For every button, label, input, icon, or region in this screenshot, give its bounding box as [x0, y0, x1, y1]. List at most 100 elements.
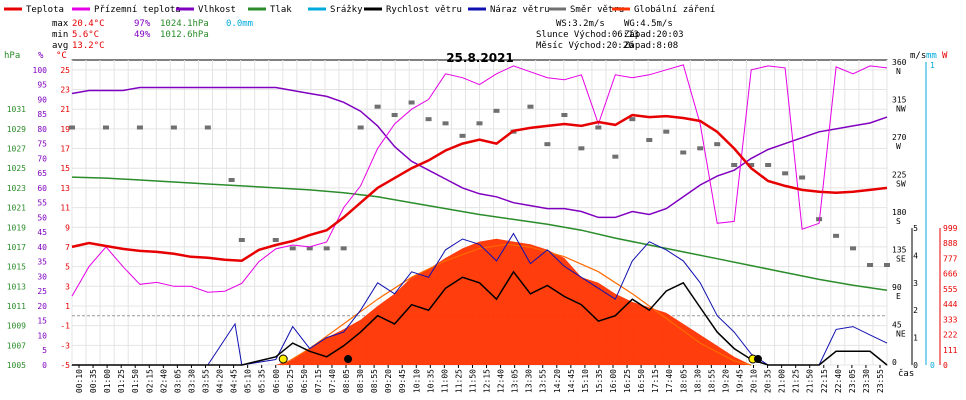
w-tick-7: 777 [943, 254, 958, 263]
axis-hpa: 1005 1007 1009 1011 1013 1015 1017 1019 1021 1023… [7, 105, 26, 370]
info-ws: WS:3.2m/s [556, 19, 605, 29]
wind-direction-point-13 [374, 104, 381, 109]
wind-direction-point-38 [799, 175, 806, 180]
legend-label-3: Tlak [270, 5, 292, 15]
x-tick-label-7: 03:05 [173, 369, 182, 393]
wind-direction-point-34 [731, 163, 738, 167]
w-tick-0: 0 [943, 361, 948, 370]
x-tick-label-43: 18:05 [679, 369, 688, 393]
x-tick-label-56: 23:30 [862, 369, 871, 393]
x-tick-label-24: 10:10 [412, 369, 421, 393]
wind-direction-point-23 [544, 142, 551, 147]
x-tick-label-4: 01:50 [131, 369, 140, 393]
x-tick-label-55: 23:05 [848, 369, 857, 393]
series-humidity [71, 86, 888, 219]
x-tick-label-45: 18:55 [707, 369, 716, 393]
info-sun: Slunce Východ:06:13 [536, 30, 639, 40]
axis-pct: 0 5 10 15 20 25 30 35 40 45 50 55 60 65 70 75 80 85 90 95 10… [33, 66, 48, 370]
hpa-tick-10: 1025 [7, 164, 26, 173]
axis-wind-speed: 0 1 2 3 4 5 [911, 224, 918, 370]
wind-direction-point-19 [476, 121, 483, 126]
x-tick-label-5: 02:15 [145, 369, 154, 393]
x-tick-label-49: 20:35 [764, 369, 773, 393]
wind-direction-point-30 [663, 129, 670, 134]
moonset-marker [344, 355, 353, 363]
x-tick-label-48: 20:10 [750, 369, 759, 393]
info-moon-set: Západ:8:08 [624, 41, 678, 51]
legend-label-2: Vlhkost [198, 5, 236, 15]
wind-direction-point-35 [748, 163, 755, 167]
chart-title: 25.8.2021 [446, 51, 514, 65]
w-tick-5: 555 [943, 285, 958, 294]
wind-direction-point-28 [629, 117, 636, 122]
dir-label-1: NW [896, 105, 906, 114]
pct-tick-18: 90 [37, 95, 47, 104]
unit-mm: mm [926, 51, 937, 61]
x-tick-label-12: 05:10 [244, 369, 253, 393]
x-tick-label-51: 21:25 [792, 369, 801, 393]
x-tick-label-34: 14:20 [553, 369, 562, 393]
hpa-tick-11: 1027 [7, 145, 26, 154]
series-temperature [71, 113, 888, 262]
wind-direction-point-25 [578, 146, 585, 151]
pct-tick-6: 30 [37, 272, 47, 281]
ms-tick-2: 2 [913, 306, 918, 315]
plot-grid [71, 60, 888, 366]
axis-rain: 01 [925, 61, 935, 370]
legend-label-4: Srážky [330, 5, 363, 15]
temp-tick-13: 21 [60, 105, 70, 114]
stats-max-hum: 97% [134, 19, 151, 29]
wind-direction-point-0 [69, 125, 75, 130]
x-tick-label-10: 04:20 [216, 369, 225, 393]
wind-direction-point-40 [833, 233, 840, 238]
temp-tick-8: 11 [60, 204, 70, 213]
axis-radiation: 0 111 222 333 444 555 666 777 888 999 [939, 224, 958, 370]
wind-direction-point-5 [228, 178, 235, 182]
x-tick-label-53: 22:15 [820, 369, 829, 393]
hpa-tick-5: 1015 [7, 263, 26, 272]
series-wind-gust [72, 232, 888, 366]
info-block: WS:3.2m/s WG:4.5m/s Slunce Východ:06:13 … [536, 19, 684, 51]
ms-tick-3: 3 [913, 279, 918, 288]
legend-label-6: Náraz větru [490, 5, 550, 15]
x-tick-label-37: 15:35 [595, 369, 604, 393]
x-tick-label-3: 01:25 [117, 369, 126, 393]
x-tick-label-21: 08:55 [370, 369, 379, 393]
x-tick-label-39: 16:25 [623, 369, 632, 393]
pct-tick-19: 95 [37, 81, 47, 90]
dir-tick-7: 45 [892, 321, 902, 330]
wind-direction-point-15 [408, 100, 415, 105]
hpa-tick-3: 1011 [7, 302, 26, 311]
pct-tick-3: 15 [37, 317, 47, 326]
wind-direction-point-43 [884, 263, 890, 267]
x-tick-label-26: 11:00 [440, 369, 449, 393]
wind-direction-point-6 [238, 238, 245, 242]
wind-direction-point-18 [459, 133, 466, 138]
temp-tick-9: 13 [60, 184, 70, 193]
dir-label-3: SW [896, 180, 906, 189]
pct-tick-8: 40 [37, 243, 47, 252]
dir-tick-5: 135 [892, 246, 907, 255]
x-tick-label-32: 13:30 [525, 369, 534, 393]
x-tick-label-11: 04:45 [230, 369, 239, 393]
stats-min-temp: 5.6°C [72, 30, 99, 40]
unit-w: W [942, 51, 948, 61]
temp-tick-15: 25 [60, 66, 70, 75]
x-tick-label-38: 16:00 [609, 369, 618, 393]
unit-temp: °C [56, 51, 67, 61]
sunrise-marker [278, 354, 288, 364]
x-axis-unit: čas [898, 368, 914, 379]
x-tick-label-23: 09:45 [398, 369, 407, 393]
wind-direction-point-4 [204, 125, 211, 130]
x-tick-label-29: 12:15 [483, 369, 492, 393]
wind-direction-point-27 [612, 154, 619, 159]
moonrise-marker [753, 355, 762, 363]
temp-tick-6: 7 [65, 243, 70, 252]
stats-avg-temp: 13.2°C [72, 41, 105, 51]
pct-tick-15: 75 [37, 140, 47, 149]
pct-tick-9: 45 [37, 228, 47, 237]
x-tick-label-6: 02:40 [159, 369, 168, 393]
ms-tick-0: 0 [913, 361, 918, 370]
hpa-tick-7: 1019 [7, 223, 26, 232]
hpa-tick-9: 1023 [7, 184, 26, 193]
